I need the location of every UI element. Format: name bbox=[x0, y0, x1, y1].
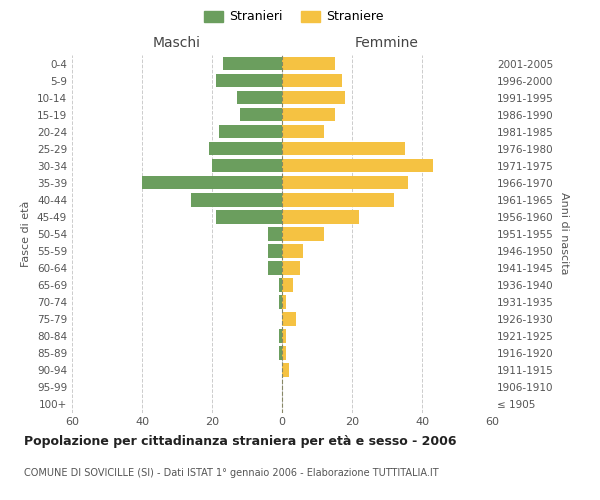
Bar bbox=[282, 56, 335, 70]
Text: COMUNE DI SOVICILLE (SI) - Dati ISTAT 1° gennaio 2006 - Elaborazione TUTTITALIA.: COMUNE DI SOVICILLE (SI) - Dati ISTAT 1°… bbox=[24, 468, 439, 477]
Bar bbox=[212, 159, 282, 172]
Bar bbox=[209, 142, 282, 156]
Y-axis label: Anni di nascita: Anni di nascita bbox=[559, 192, 569, 275]
Bar bbox=[278, 278, 282, 291]
Bar bbox=[191, 193, 282, 206]
Bar bbox=[223, 56, 282, 70]
Bar bbox=[282, 261, 299, 274]
Bar bbox=[282, 227, 324, 240]
Bar bbox=[282, 125, 324, 138]
Bar bbox=[282, 295, 286, 308]
Bar bbox=[219, 125, 282, 138]
Bar bbox=[282, 346, 286, 360]
Bar bbox=[282, 159, 433, 172]
Bar bbox=[278, 346, 282, 360]
Bar bbox=[282, 142, 404, 156]
Bar bbox=[282, 244, 303, 258]
Bar bbox=[236, 91, 282, 104]
Bar bbox=[215, 74, 282, 88]
Text: Popolazione per cittadinanza straniera per età e sesso - 2006: Popolazione per cittadinanza straniera p… bbox=[24, 435, 457, 448]
Bar bbox=[142, 176, 282, 190]
Bar bbox=[282, 193, 394, 206]
Text: Maschi: Maschi bbox=[153, 36, 201, 50]
Bar bbox=[278, 295, 282, 308]
Bar bbox=[282, 108, 335, 122]
Y-axis label: Fasce di età: Fasce di età bbox=[22, 200, 31, 267]
Bar bbox=[282, 363, 289, 377]
Text: Femmine: Femmine bbox=[355, 36, 419, 50]
Bar bbox=[282, 91, 345, 104]
Bar bbox=[282, 329, 286, 342]
Bar bbox=[268, 261, 282, 274]
Bar bbox=[268, 244, 282, 258]
Bar bbox=[282, 278, 293, 291]
Bar bbox=[282, 74, 341, 88]
Bar bbox=[282, 210, 359, 224]
Bar bbox=[215, 210, 282, 224]
Bar bbox=[282, 176, 408, 190]
Bar bbox=[268, 227, 282, 240]
Bar bbox=[278, 329, 282, 342]
Legend: Stranieri, Straniere: Stranieri, Straniere bbox=[200, 6, 388, 27]
Bar bbox=[282, 312, 296, 326]
Bar bbox=[240, 108, 282, 122]
